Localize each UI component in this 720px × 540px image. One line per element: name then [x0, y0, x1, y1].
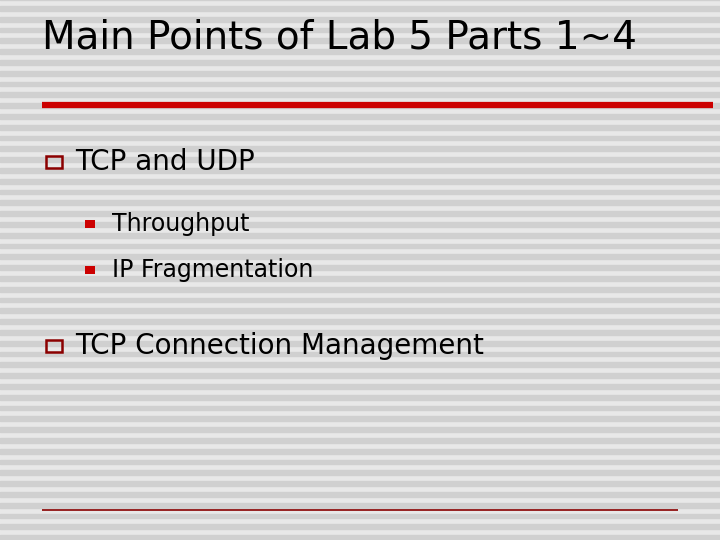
Bar — [0, 49, 720, 54]
Bar — [0, 330, 720, 335]
Text: TCP and UDP: TCP and UDP — [76, 148, 256, 176]
Bar — [0, 179, 720, 184]
Bar — [0, 449, 720, 454]
Bar — [0, 211, 720, 216]
Bar — [0, 222, 720, 227]
Bar — [0, 384, 720, 389]
Bar — [85, 220, 95, 228]
Bar — [0, 503, 720, 508]
Bar — [0, 60, 720, 65]
Bar — [0, 71, 720, 76]
Bar — [0, 38, 720, 43]
Bar — [0, 125, 720, 130]
Bar — [0, 28, 720, 32]
Bar — [0, 308, 720, 313]
Bar — [0, 481, 720, 486]
Bar — [0, 373, 720, 378]
Bar — [0, 341, 720, 346]
Bar — [46, 156, 62, 168]
Bar — [0, 136, 720, 140]
Text: Main Points of Lab 5 Parts 1~4: Main Points of Lab 5 Parts 1~4 — [42, 19, 636, 57]
Bar — [0, 244, 720, 248]
Bar — [0, 6, 720, 11]
Bar — [0, 157, 720, 162]
Text: IP Fragmentation: IP Fragmentation — [112, 258, 313, 282]
Bar — [0, 470, 720, 475]
Bar — [0, 92, 720, 97]
Bar — [0, 233, 720, 238]
Bar — [0, 352, 720, 356]
Bar — [0, 146, 720, 151]
Bar — [0, 114, 720, 119]
Bar — [0, 168, 720, 173]
Bar — [0, 362, 720, 367]
Bar — [0, 287, 720, 292]
Bar — [0, 460, 720, 464]
Bar — [0, 190, 720, 194]
Bar — [0, 298, 720, 302]
Bar — [46, 340, 62, 352]
Bar — [0, 200, 720, 205]
Bar — [0, 103, 720, 108]
Bar — [0, 492, 720, 497]
Bar — [0, 276, 720, 281]
Bar — [0, 265, 720, 270]
Bar — [0, 524, 720, 529]
Bar — [0, 535, 720, 540]
Bar — [85, 266, 95, 274]
Bar — [0, 406, 720, 410]
Bar — [0, 514, 720, 518]
Bar — [0, 427, 720, 432]
Bar — [0, 416, 720, 421]
Text: Throughput: Throughput — [112, 212, 249, 236]
Bar — [0, 82, 720, 86]
Bar — [0, 254, 720, 259]
Bar — [0, 17, 720, 22]
Text: TCP Connection Management: TCP Connection Management — [76, 332, 485, 360]
Bar — [0, 395, 720, 400]
Bar — [0, 319, 720, 324]
Bar — [0, 438, 720, 443]
